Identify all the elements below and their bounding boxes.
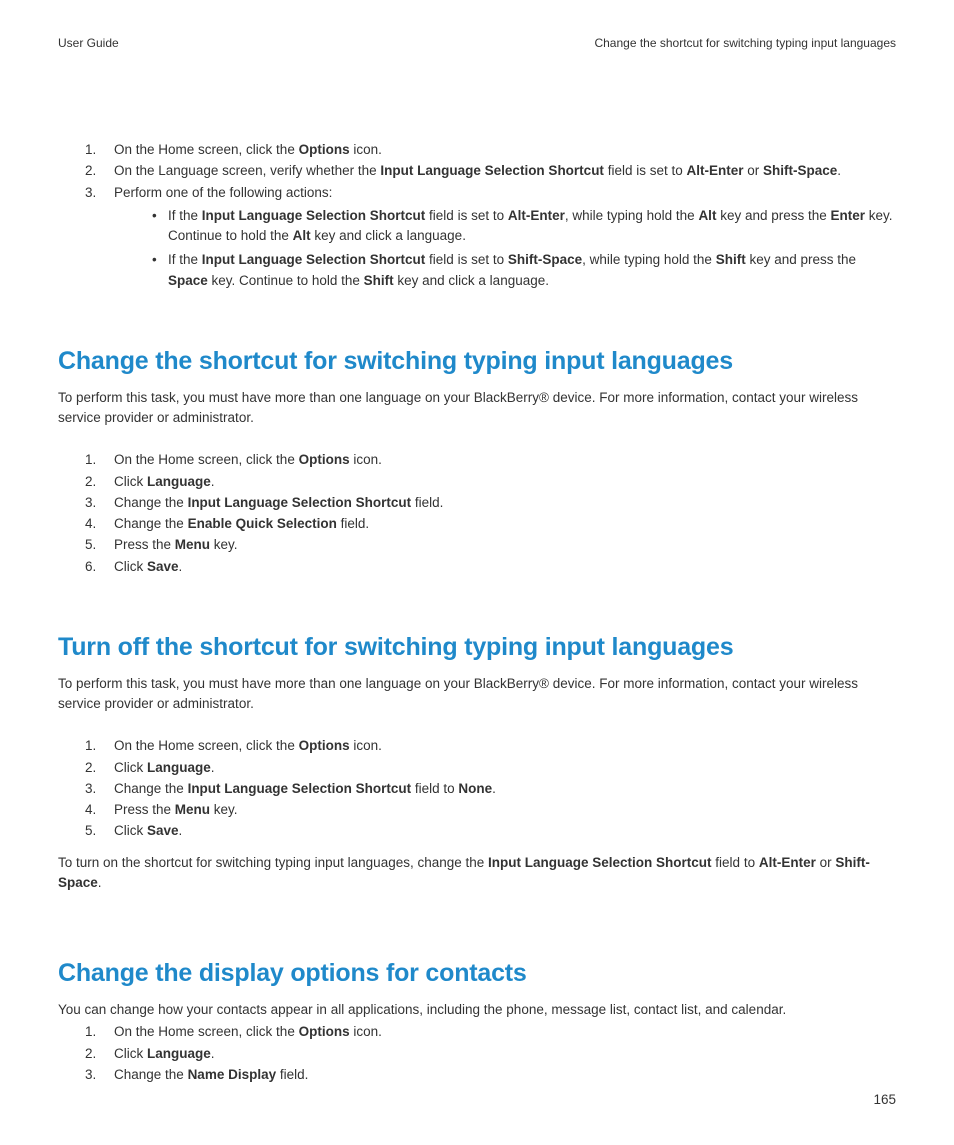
heading-change-shortcut: Change the shortcut for switching typing… [58, 347, 896, 376]
sec1-steps: On the Home screen, click the Options ic… [58, 450, 896, 577]
sec2-steps: On the Home screen, click the Options ic… [58, 736, 896, 841]
sec1-step-2: Click Language. [100, 472, 896, 492]
sec3-step-3: Change the Name Display field. [100, 1065, 896, 1085]
header-right: Change the shortcut for switching typing… [594, 36, 896, 50]
sec1-intro: To perform this task, you must have more… [58, 388, 896, 429]
page-number: 165 [873, 1092, 896, 1107]
sec3-step-1: On the Home screen, click the Options ic… [100, 1022, 896, 1042]
sec1-step-4: Change the Enable Quick Selection field. [100, 514, 896, 534]
sec1-step-6: Click Save. [100, 557, 896, 577]
sec3-step-2: Click Language. [100, 1044, 896, 1064]
page-header: User Guide Change the shortcut for switc… [58, 36, 896, 50]
sec3-steps: On the Home screen, click the Options ic… [58, 1022, 896, 1085]
sec2-step-1: On the Home screen, click the Options ic… [100, 736, 896, 756]
step-3: Perform one of the following actions: If… [100, 183, 896, 291]
sec2-intro: To perform this task, you must have more… [58, 674, 896, 715]
step-2: On the Language screen, verify whether t… [100, 161, 896, 181]
step-3-bullets: If the Input Language Selection Shortcut… [114, 206, 896, 291]
document-page: User Guide Change the shortcut for switc… [0, 0, 954, 1145]
sec2-step-5: Click Save. [100, 821, 896, 841]
sec1-step-3: Change the Input Language Selection Shor… [100, 493, 896, 513]
sec2-step-4: Press the Menu key. [100, 800, 896, 820]
sec1-step-1: On the Home screen, click the Options ic… [100, 450, 896, 470]
sec1-step-5: Press the Menu key. [100, 535, 896, 555]
sec2-step-3: Change the Input Language Selection Shor… [100, 779, 896, 799]
intro-steps: On the Home screen, click the Options ic… [58, 140, 896, 291]
sec3-intro: You can change how your contacts appear … [58, 1000, 896, 1020]
step-1: On the Home screen, click the Options ic… [100, 140, 896, 160]
sec2-step-2: Click Language. [100, 758, 896, 778]
heading-display-options: Change the display options for contacts [58, 959, 896, 988]
bullet-alt-enter: If the Input Language Selection Shortcut… [156, 206, 896, 247]
sec2-outro: To turn on the shortcut for switching ty… [58, 853, 896, 894]
header-left: User Guide [58, 36, 119, 50]
bullet-shift-space: If the Input Language Selection Shortcut… [156, 250, 896, 291]
heading-turn-off-shortcut: Turn off the shortcut for switching typi… [58, 633, 896, 662]
